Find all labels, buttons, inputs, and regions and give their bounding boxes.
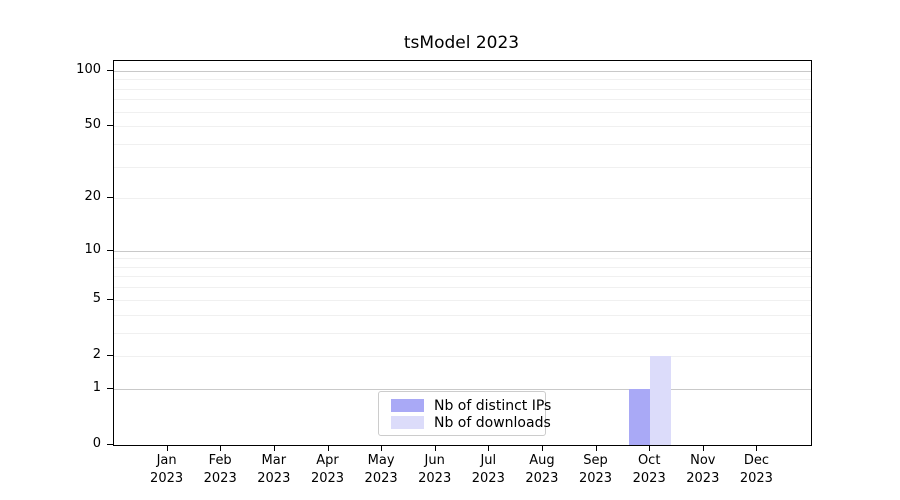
x-tick-month: Aug — [529, 453, 555, 468]
y-tick-label: 50 — [84, 117, 101, 133]
y-tick-label: 10 — [84, 241, 101, 257]
x-tick — [434, 446, 436, 451]
y-gridline-minor — [114, 111, 811, 113]
y-gridline-major — [114, 70, 811, 72]
x-tick-label: Oct 2023 — [621, 452, 677, 488]
x-tick-label: Jul 2023 — [460, 452, 516, 488]
y-tick — [107, 298, 113, 300]
y-gridline-minor — [114, 99, 811, 101]
x-tick-year: 2023 — [257, 471, 291, 486]
x-tick-year: 2023 — [310, 471, 345, 486]
y-gridline-minor — [114, 332, 811, 334]
legend-item-downloads: Nb of downloads — [391, 414, 551, 431]
y-tick-label: 20 — [84, 189, 101, 205]
x-tick-month: Oct — [637, 453, 661, 468]
x-tick — [488, 446, 490, 451]
chart-title: tsModel 2023 — [403, 33, 520, 53]
y-gridline-minor — [114, 276, 811, 278]
x-tick-label: Jan 2023 — [139, 452, 195, 488]
y-gridline-minor — [114, 143, 811, 145]
y-gridline-minor — [114, 314, 811, 316]
x-tick-year: 2023 — [471, 471, 505, 486]
x-tick — [541, 446, 543, 451]
y-tick — [107, 125, 113, 127]
x-tick — [327, 446, 329, 451]
y-gridline-minor — [114, 299, 811, 301]
legend-label-downloads: Nb of downloads — [434, 414, 551, 431]
bar-oct-series-1 — [650, 355, 672, 445]
x-tick-label: Nov 2023 — [675, 452, 731, 488]
y-tick — [107, 69, 113, 71]
y-tick-label: 0 — [92, 436, 101, 451]
x-tick-label: Aug 2023 — [514, 452, 570, 488]
x-tick-label: Dec 2023 — [728, 452, 784, 488]
y-gridline-minor — [114, 198, 811, 200]
x-tick-label: Feb 2023 — [192, 452, 248, 488]
y-tick-label: 1 — [92, 379, 101, 395]
y-tick-label: 2 — [92, 346, 101, 362]
x-tick — [166, 446, 168, 451]
legend-swatch-downloads — [391, 416, 424, 429]
y-tick — [107, 444, 113, 445]
x-tick — [381, 446, 383, 451]
x-tick-month: Feb — [208, 453, 232, 468]
x-tick-year: 2023 — [686, 471, 720, 486]
x-tick-month: Jul — [480, 453, 497, 468]
x-tick-year: 2023 — [418, 471, 452, 486]
y-gridline-minor — [114, 258, 811, 260]
y-gridline-minor — [114, 166, 811, 168]
x-tick — [649, 446, 651, 451]
legend-label-distinct-ips: Nb of distinct IPs — [434, 397, 552, 414]
legend-item-distinct-ips: Nb of distinct IPs — [391, 397, 551, 414]
bar-oct-series-0 — [629, 388, 651, 445]
x-tick-month: Jun — [424, 453, 445, 468]
y-gridline-minor — [114, 126, 811, 128]
x-tick-year: 2023 — [203, 471, 237, 486]
x-tick-month: May — [367, 453, 395, 468]
x-tick-year: 2023 — [632, 471, 666, 486]
x-tick — [273, 446, 275, 451]
y-gridline-minor — [114, 355, 811, 357]
y-gridline-minor — [114, 287, 811, 289]
x-tick-year: 2023 — [150, 471, 184, 486]
x-tick-month: Mar — [261, 453, 287, 468]
x-tick-month: Nov — [690, 453, 716, 468]
x-tick-year: 2023 — [578, 471, 613, 486]
y-gridline-minor — [114, 266, 811, 268]
x-tick-month: Jan — [156, 453, 177, 468]
y-gridline-major — [114, 388, 811, 390]
x-tick-month: Apr — [316, 453, 339, 468]
y-gridline-minor — [114, 79, 811, 81]
x-tick-label: Apr 2023 — [300, 452, 356, 488]
x-tick — [220, 446, 222, 451]
x-tick-month: Sep — [583, 453, 608, 468]
x-tick — [702, 446, 704, 451]
y-tick-label: 100 — [76, 61, 101, 77]
y-tick — [107, 354, 113, 356]
y-tick-label: 5 — [92, 290, 101, 306]
x-tick-year: 2023 — [525, 471, 559, 486]
x-tick-label: Sep 2023 — [568, 452, 624, 488]
x-tick-label: Mar 2023 — [246, 452, 302, 488]
x-tick-label: May 2023 — [353, 452, 409, 488]
legend: Nb of distinct IPs Nb of downloads — [378, 391, 551, 436]
y-gridline-minor — [114, 88, 811, 90]
x-tick — [756, 446, 758, 451]
plot-area — [113, 60, 812, 446]
y-tick — [107, 197, 113, 199]
y-tick — [107, 249, 113, 251]
x-tick — [595, 446, 597, 451]
y-gridline-major — [114, 250, 811, 252]
x-tick-year: 2023 — [364, 471, 398, 486]
legend-swatch-distinct-ips — [391, 399, 424, 412]
x-tick-year: 2023 — [739, 471, 773, 486]
x-tick-label: Jun 2023 — [407, 452, 463, 488]
x-tick-month: Dec — [743, 453, 769, 468]
y-tick — [107, 387, 113, 389]
